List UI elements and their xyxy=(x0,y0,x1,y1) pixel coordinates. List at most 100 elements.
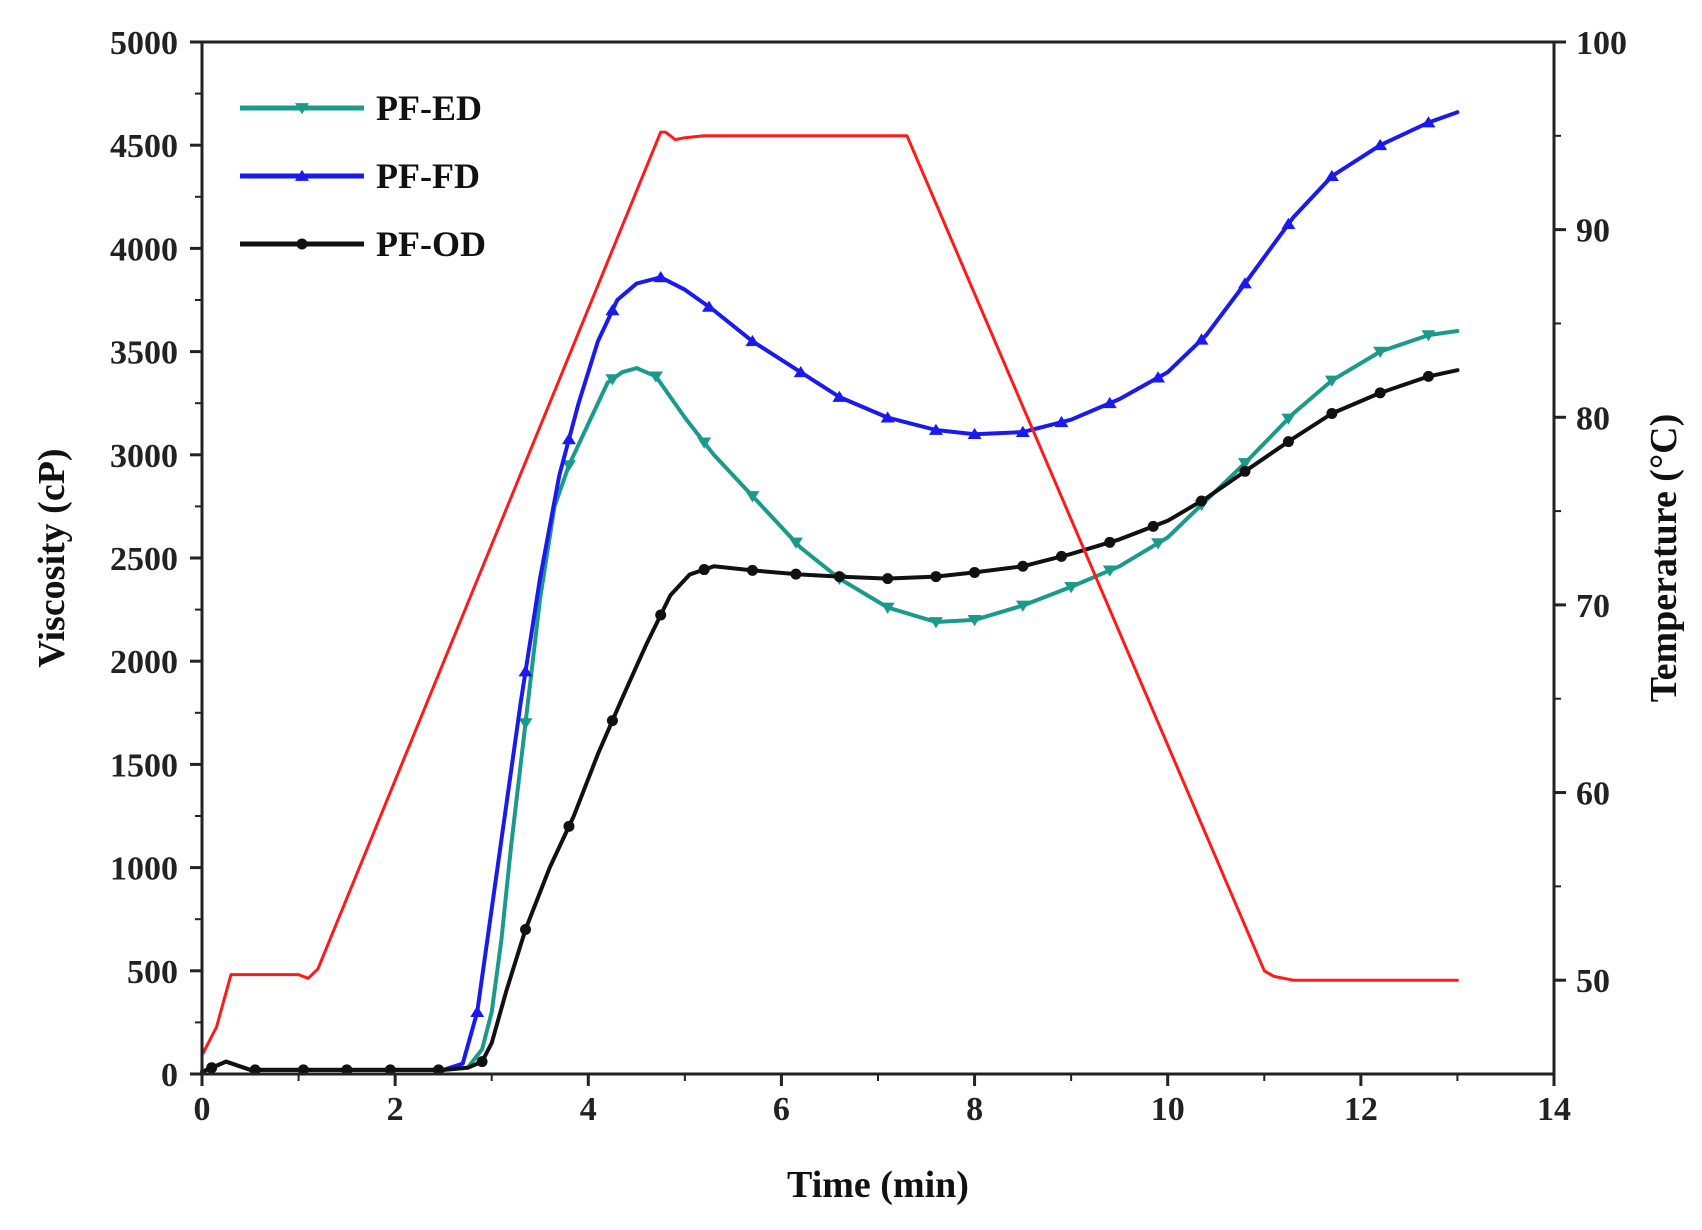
y-tick-label: 4000 xyxy=(110,231,178,268)
data-point-pf-od xyxy=(1239,465,1251,477)
x-tick-label: 8 xyxy=(966,1091,983,1128)
data-point-pf-fd xyxy=(793,365,808,378)
data-point-pf-ed xyxy=(1237,458,1252,470)
data-point-pf-od xyxy=(698,564,710,576)
data-point-pf-od xyxy=(833,571,845,583)
data-point-pf-od xyxy=(1055,550,1067,562)
y2-tick-label: 60 xyxy=(1576,776,1610,813)
data-point-pf-fd xyxy=(1194,333,1209,345)
data-point-pf-fd xyxy=(470,1005,485,1017)
data-point-pf-od xyxy=(746,564,758,576)
data-point-pf-fd xyxy=(928,423,943,435)
data-point-pf-od xyxy=(882,573,894,585)
data-point-pf-fd xyxy=(702,300,716,312)
data-point-pf-ed xyxy=(518,718,533,730)
data-point-pf-fd xyxy=(1324,169,1339,182)
legend: PF-ED PF-FD PF-OD xyxy=(240,88,486,264)
y-tick-label: 3000 xyxy=(110,438,178,475)
data-point-pf-fd xyxy=(1237,277,1252,289)
data-point-pf-ed xyxy=(1064,581,1079,594)
data-point-pf-ed xyxy=(1281,413,1296,425)
data-point-pf-ed xyxy=(605,374,620,386)
data-point-pf-fd xyxy=(1102,396,1117,409)
data-point-pf-ed xyxy=(880,602,895,614)
y2-tick-label: 100 xyxy=(1576,25,1627,62)
legend-label-pf-od: PF-OD xyxy=(376,224,486,264)
data-point-pf-od xyxy=(655,609,667,621)
data-point-pf-ed xyxy=(561,460,576,472)
y2-tick-label: 50 xyxy=(1576,963,1610,1000)
data-point-pf-fd xyxy=(653,270,668,283)
plot-frame xyxy=(200,40,1556,1076)
data-point-pf-fd xyxy=(561,433,576,445)
legend-marker-pf-ed xyxy=(295,103,309,115)
y2-tick-label: 80 xyxy=(1576,400,1610,437)
data-point-pf-fd xyxy=(1281,217,1296,229)
y-tick-label: 5000 xyxy=(110,25,178,62)
legend-label-pf-ed: PF-ED xyxy=(376,88,482,128)
data-point-pf-ed xyxy=(648,371,663,383)
data-point-pf-od xyxy=(1422,370,1434,382)
data-point-pf-fd xyxy=(1015,425,1030,437)
data-point-pf-od xyxy=(520,924,532,936)
data-point-pf-fd xyxy=(832,390,847,402)
data-point-pf-fd xyxy=(518,665,533,677)
data-point-pf-od xyxy=(1196,495,1208,507)
data-point-pf-ed xyxy=(928,617,943,629)
data-point-pf-ed xyxy=(745,491,760,503)
y-tick-label: 3500 xyxy=(110,335,178,372)
data-point-pf-od xyxy=(969,566,981,578)
data-point-pf-od xyxy=(606,715,618,727)
data-point-pf-ed xyxy=(1015,600,1030,612)
series-line-pf-ed xyxy=(200,329,1460,1074)
x-tick-label: 6 xyxy=(773,1091,790,1128)
data-point-pf-fd xyxy=(1151,371,1166,383)
data-point-pf-ed xyxy=(1421,330,1436,342)
data-point-pf-od xyxy=(1282,436,1294,448)
x-tick-label: 4 xyxy=(580,1091,597,1128)
data-point-pf-ed xyxy=(1151,538,1166,550)
data-point-pf-fd xyxy=(745,334,760,347)
y-tick-label: 500 xyxy=(127,954,178,991)
data-point-pf-fd xyxy=(1373,138,1388,151)
data-point-pf-od xyxy=(563,820,575,832)
data-point-pf-ed xyxy=(697,437,712,449)
axes-layer: 0 2 4 6 8 10 12 14 0 500 1000 1500 2000 2500 3000 3500 4… xyxy=(110,25,1627,1128)
plot-layer xyxy=(200,110,1460,1076)
data-point-pf-od xyxy=(206,1062,218,1074)
data-point-pf-od xyxy=(476,1056,488,1068)
data-point-pf-ed xyxy=(1373,346,1388,358)
legend-label-pf-fd: PF-FD xyxy=(376,156,480,196)
data-point-pf-od xyxy=(1104,536,1116,548)
data-point-pf-od xyxy=(1374,387,1386,399)
y2-tick-label: 70 xyxy=(1576,588,1610,625)
data-point-pf-od xyxy=(1326,408,1338,420)
x-tick-label: 12 xyxy=(1344,1091,1378,1128)
legend-marker-pf-fd xyxy=(295,169,309,181)
data-point-pf-fd xyxy=(605,304,620,316)
data-point-pf-od xyxy=(790,568,802,580)
y-tick-label: 0 xyxy=(161,1057,178,1094)
data-point-pf-ed xyxy=(1102,565,1117,577)
data-point-pf-fd xyxy=(1054,415,1069,428)
y2-axis-title: Temperature (°C) xyxy=(1643,414,1685,703)
x-axis-title: Time (min) xyxy=(787,1164,969,1206)
y-tick-label: 1500 xyxy=(110,747,178,784)
y-axis-title: Viscosity (cP) xyxy=(31,448,73,667)
data-point-pf-od xyxy=(1017,560,1029,572)
data-point-pf-fd xyxy=(1421,116,1436,128)
y-tick-label: 1000 xyxy=(110,851,178,888)
data-point-pf-fd xyxy=(880,411,895,423)
x-tick-label: 2 xyxy=(387,1091,404,1128)
x-tick-label: 0 xyxy=(194,1091,211,1128)
series-line-temperature xyxy=(200,130,1459,1057)
data-point-pf-od xyxy=(1147,520,1159,532)
data-point-pf-ed xyxy=(1324,375,1339,387)
data-point-pf-ed xyxy=(788,537,803,549)
y2-tick-label: 90 xyxy=(1576,213,1610,250)
data-point-pf-fd xyxy=(967,427,982,440)
x-tick-label: 14 xyxy=(1537,1091,1571,1128)
series-line-pf-od xyxy=(200,368,1460,1074)
y-tick-label: 2000 xyxy=(110,644,178,681)
